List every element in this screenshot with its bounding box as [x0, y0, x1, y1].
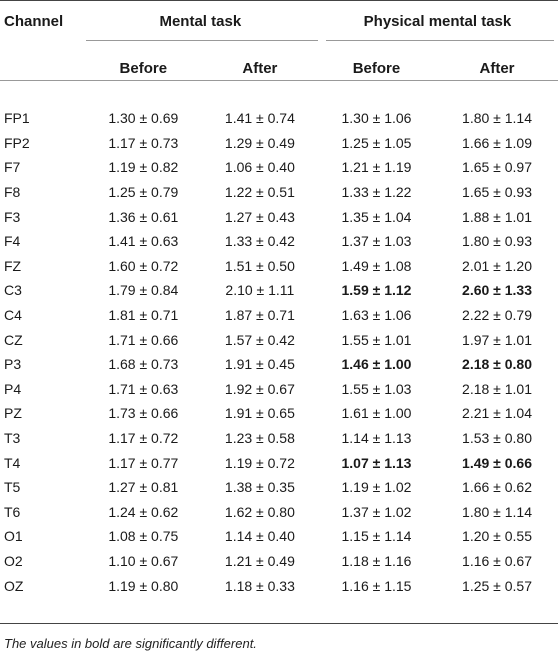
- table-body: FP1 1.30 ± 0.69 1.41 ± 0.74 1.30 ± 1.06 1.80…: [0, 88, 558, 598]
- table-row: C4 1.81 ± 0.71 1.87 ± 0.71 1.63 ± 1.06 2.22 …: [4, 307, 532, 324]
- table-row: T4 1.17 ± 0.77 1.19 ± 0.72 1.07 ± 1.13 1.49 …: [4, 454, 532, 471]
- table-row: P4 1.71 ± 0.63 1.92 ± 0.67 1.55 ± 1.03 2.18 …: [4, 380, 532, 397]
- table-row: FZ 1.60 ± 0.72 1.51 ± 0.50 1.49 ± 1.08 2.01 …: [4, 257, 532, 274]
- table-row: T5 1.27 ± 0.81 1.38 ± 0.35 1.19 ± 1.02 1.66 …: [4, 479, 532, 496]
- table-row: OZ 1.19 ± 0.80 1.18 ± 0.33 1.16 ± 1.15 1.25 …: [4, 577, 532, 594]
- table-footnote: The values in bold are significantly dif…: [4, 636, 257, 651]
- table-row: PZ 1.73 ± 0.66 1.91 ± 0.65 1.61 ± 1.00 2.21 …: [4, 405, 532, 422]
- table-row: T3 1.17 ± 0.72 1.23 ± 0.58 1.14 ± 1.13 1.53 …: [4, 430, 532, 447]
- mental-task-underline: [86, 40, 318, 41]
- table-row: FP1 1.30 ± 0.69 1.41 ± 0.74 1.30 ± 1.06 1.80…: [4, 110, 532, 127]
- bottom-rule: [0, 623, 558, 624]
- physical-before-header: Before: [352, 60, 401, 77]
- table-row: F8 1.25 ± 0.79 1.22 ± 0.51 1.33 ± 1.22 1.65 …: [4, 184, 532, 201]
- table-row: T6 1.24 ± 0.62 1.62 ± 0.80 1.37 ± 1.02 1.80 …: [4, 503, 532, 520]
- table-row: CZ 1.71 ± 0.66 1.57 ± 0.42 1.55 ± 1.01 1.97 …: [4, 331, 532, 348]
- mental-before-header: Before: [119, 60, 168, 77]
- header-rule: [0, 80, 558, 81]
- table-row: C3 1.79 ± 0.84 2.10 ± 1.11 1.59 ± 1.12 2.60 …: [4, 282, 532, 299]
- table-row: F4 1.41 ± 0.63 1.33 ± 0.42 1.37 ± 1.03 1.80 …: [4, 233, 532, 250]
- physical-after-header: After: [479, 60, 515, 77]
- data-table: Channel Mental task Physical mental task…: [0, 13, 558, 598]
- mental-task-header: Mental task: [159, 13, 242, 30]
- physical-task-underline: [326, 40, 554, 41]
- table-row: F3 1.36 ± 0.61 1.27 ± 0.43 1.35 ± 1.04 1.88 …: [4, 208, 532, 225]
- table-row: FP2 1.17 ± 0.73 1.29 ± 0.49 1.25 ± 1.05 1.66…: [4, 134, 532, 151]
- channel-header: Channel: [4, 13, 64, 30]
- table-row: P3 1.68 ± 0.73 1.91 ± 0.45 1.46 ± 1.00 2.18 …: [4, 356, 532, 373]
- table-row: O1 1.08 ± 0.75 1.14 ± 0.40 1.15 ± 1.14 1.20 …: [4, 528, 532, 545]
- mental-after-header: After: [242, 60, 278, 77]
- table-row: O2 1.10 ± 0.67 1.21 ± 0.49 1.18 ± 1.16 1.16 …: [4, 552, 532, 569]
- table-row: F7 1.19 ± 0.82 1.06 ± 0.40 1.21 ± 1.19 1.65 …: [4, 159, 532, 176]
- top-rule: [0, 0, 558, 1]
- physical-task-header: Physical mental task: [363, 13, 512, 30]
